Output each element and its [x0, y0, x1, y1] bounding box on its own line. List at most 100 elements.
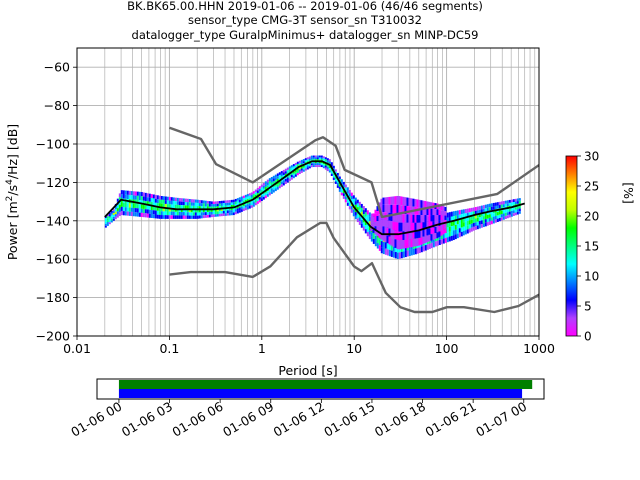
- density-cell: [268, 181, 271, 184]
- density-cell: [450, 235, 453, 241]
- timeline-tick-label: 01-06 09: [220, 399, 276, 440]
- density-cell: [308, 158, 311, 161]
- density-cell: [436, 209, 439, 216]
- density-cell: [384, 197, 387, 205]
- density-cell: [246, 204, 249, 207]
- density-cell: [444, 224, 447, 229]
- density-cell: [214, 214, 217, 217]
- density-cell: [170, 200, 173, 205]
- density-cell: [404, 250, 407, 258]
- density-cell: [180, 201, 183, 206]
- density-cell: [466, 208, 469, 213]
- density-cell: [490, 206, 493, 211]
- density-cell: [114, 216, 117, 220]
- density-cell: [448, 212, 451, 218]
- density-cell: [422, 200, 425, 208]
- density-cell: [336, 185, 339, 188]
- density-cell: [160, 199, 163, 204]
- density-cell: [196, 206, 199, 210]
- density-cell: [396, 204, 399, 214]
- density-cell: [358, 209, 361, 214]
- density-cell: [482, 205, 485, 209]
- density-cell: [366, 227, 369, 232]
- density-cell: [110, 214, 113, 217]
- colorbar-tick-label: 5: [584, 300, 592, 314]
- density-cell: [322, 162, 325, 165]
- density-cell: [152, 210, 155, 215]
- density-cell: [406, 214, 409, 223]
- density-cell: [152, 214, 155, 219]
- density-cell: [344, 199, 347, 203]
- density-cell: [164, 207, 167, 212]
- density-cell: [232, 209, 235, 213]
- density-cell: [400, 205, 403, 214]
- density-cell: [392, 244, 395, 252]
- density-cell: [122, 211, 125, 216]
- density-cell: [248, 206, 251, 209]
- density-cell: [300, 168, 303, 171]
- density-cell: [452, 235, 455, 241]
- density-cell: [338, 176, 341, 180]
- density-cell: [176, 201, 179, 205]
- density-cell: [306, 159, 309, 162]
- density-cell: [456, 233, 459, 239]
- density-cell: [394, 204, 397, 214]
- density-cell: [306, 163, 309, 166]
- density-cell: [106, 223, 109, 226]
- density-cell: [282, 175, 285, 178]
- density-cell: [228, 212, 231, 216]
- density-cell: [378, 231, 381, 238]
- density-cell: [168, 200, 171, 205]
- density-cell: [168, 204, 171, 208]
- density-cell: [206, 206, 209, 210]
- density-cell: [360, 219, 363, 224]
- density-cell: [250, 197, 253, 201]
- density-cell: [338, 186, 341, 190]
- density-cell: [218, 206, 221, 209]
- density-cell: [458, 214, 461, 220]
- density-cell: [244, 199, 247, 203]
- density-cell: [166, 196, 169, 201]
- density-cell: [242, 198, 245, 201]
- density-cell: [416, 238, 419, 247]
- density-cell: [120, 190, 123, 195]
- density-cell: [430, 242, 433, 249]
- density-cell: [366, 218, 369, 224]
- density-cell: [224, 205, 227, 209]
- density-cell: [390, 244, 393, 251]
- density-cell: [148, 205, 151, 210]
- density-cell: [182, 205, 185, 209]
- density-cell: [418, 237, 421, 246]
- density-cell: [264, 195, 267, 199]
- density-cell: [254, 202, 257, 206]
- density-cell: [130, 211, 133, 217]
- density-cell: [232, 202, 235, 205]
- density-cell: [440, 234, 443, 240]
- density-cell: [392, 213, 395, 222]
- density-cell: [484, 219, 487, 223]
- density-cell: [420, 222, 423, 230]
- density-cell: [496, 205, 499, 209]
- density-cell: [172, 197, 175, 201]
- density-cell: [116, 198, 119, 202]
- density-cell: [192, 212, 195, 216]
- density-cell: [384, 242, 387, 249]
- density-cell: [246, 196, 249, 200]
- density-cell: [238, 204, 241, 208]
- density-cell: [280, 173, 283, 177]
- density-cell: [440, 225, 443, 231]
- density-cell: [504, 209, 507, 213]
- density-cell: [290, 165, 293, 168]
- density-cell: [220, 208, 223, 212]
- timeline-tick-label: 01-06 15: [321, 399, 377, 440]
- x-tick-label: 1: [258, 341, 266, 356]
- density-cell: [210, 209, 213, 212]
- density-cell: [354, 201, 357, 205]
- density-cell: [478, 213, 481, 218]
- density-cell: [324, 157, 327, 160]
- density-cell: [306, 157, 309, 160]
- density-cell: [252, 204, 255, 207]
- density-cell: [140, 212, 143, 217]
- density-cell: [348, 202, 351, 207]
- density-cell: [446, 237, 449, 243]
